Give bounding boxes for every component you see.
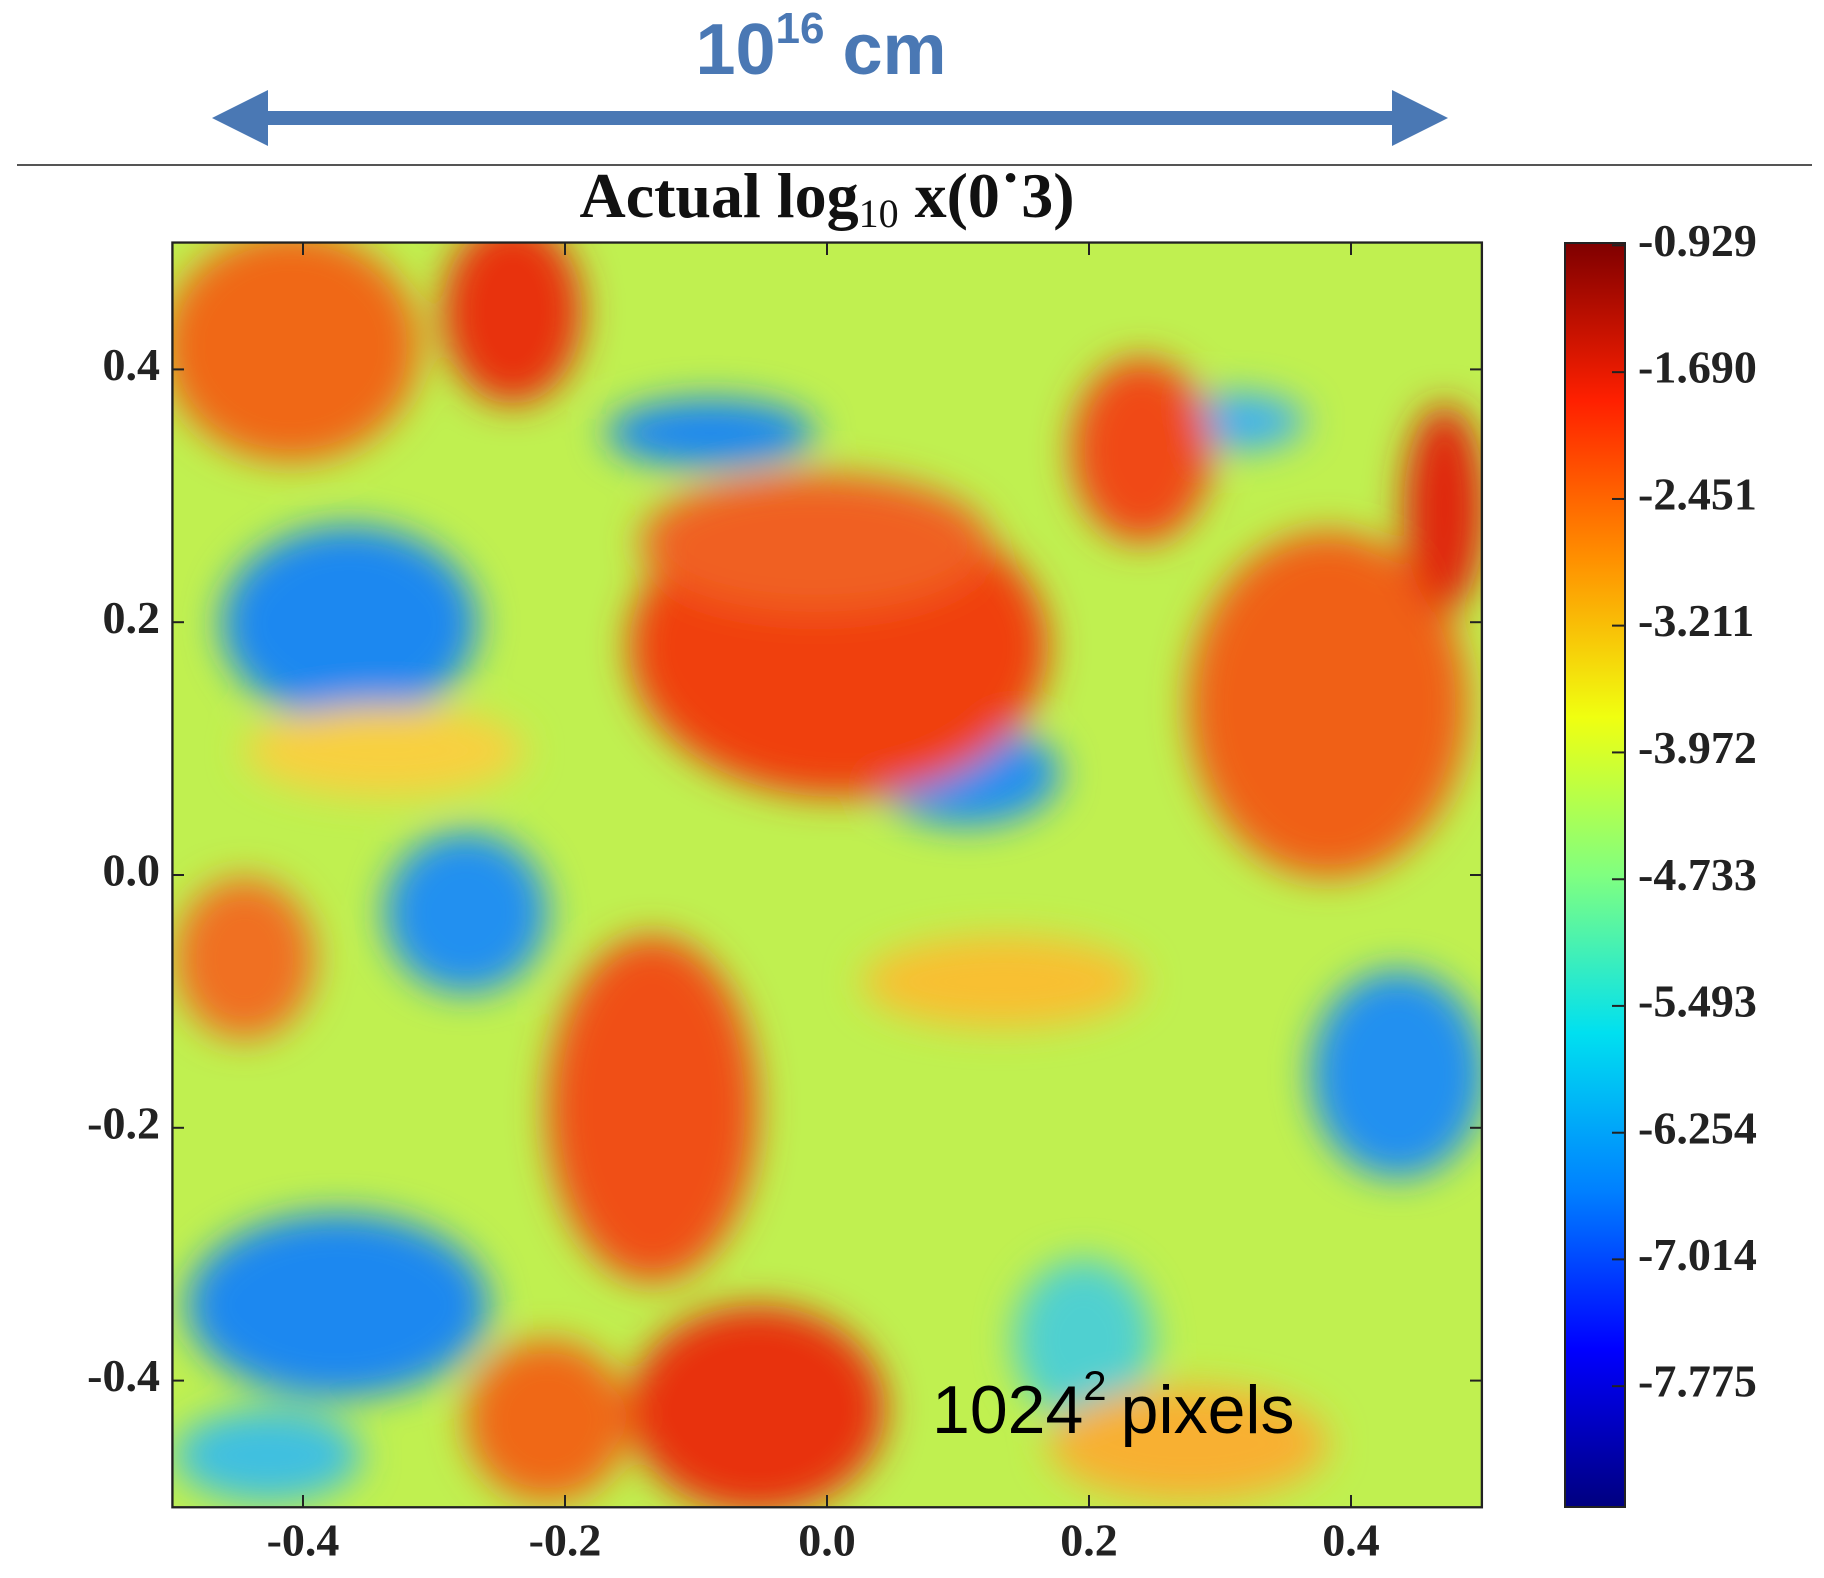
x-tick-label: 0.2	[1060, 1515, 1118, 1566]
y-tick-label: -0.2	[87, 1097, 160, 1148]
annotation-exp: 2	[1083, 1362, 1106, 1409]
y-tick-label: 0.4	[103, 339, 161, 390]
scale-exp: 16	[776, 4, 825, 53]
colorbar-tick-label: -6.254	[1638, 1102, 1757, 1153]
x-tick-label: -0.4	[267, 1515, 340, 1566]
colorbar-tick-label: -7.775	[1638, 1356, 1757, 1407]
scale-base: 10	[695, 10, 775, 90]
x-tick-label: 0.0	[798, 1515, 856, 1566]
chart-title: Actual log10 x(0˙3)	[579, 160, 1074, 237]
chart: 1016cm Actual log10x(0˙3) 10242pixels -0…	[0, 0, 1824, 1578]
field	[163, 219, 1485, 1513]
colorbar-tick-label: -2.451	[1638, 469, 1757, 520]
colorbar-tick-label: -7.014	[1638, 1229, 1757, 1280]
colorbar-tick-label: -5.493	[1638, 975, 1757, 1026]
annotation-unit: pixels	[1121, 1372, 1295, 1448]
colorbar-tick-label: -3.972	[1638, 722, 1757, 773]
annotation-base: 1024	[932, 1372, 1083, 1448]
title-sub: 10	[859, 191, 899, 236]
colorbar-tick-label: -3.211	[1638, 595, 1754, 646]
y-tick-label: 0.2	[103, 592, 161, 643]
x-tick-label: 0.4	[1322, 1515, 1380, 1566]
colorbar-tick-label: -0.929	[1638, 215, 1757, 266]
scale-label: 1016 cm	[695, 4, 946, 90]
x-tick-label: -0.2	[529, 1515, 602, 1566]
colorbar-tick-label: -1.690	[1638, 342, 1757, 393]
colorbar	[1565, 243, 1625, 1507]
colorbar-tick-label: -4.733	[1638, 849, 1757, 900]
title-text: Actual log	[579, 160, 858, 231]
title-rest: x(0˙3)	[915, 160, 1075, 231]
y-tick-label: -0.4	[87, 1350, 160, 1401]
page: {"chart_data": {"type": "heatmap", "scal…	[0, 0, 1824, 1578]
scale-unit: cm	[842, 10, 946, 90]
y-tick-label: 0.0	[103, 845, 161, 896]
